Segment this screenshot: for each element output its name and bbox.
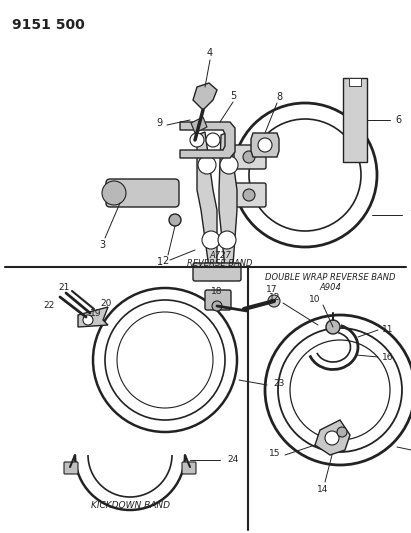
Text: 5: 5 — [230, 91, 236, 101]
Text: 12: 12 — [269, 293, 280, 302]
Text: 20: 20 — [100, 298, 112, 308]
Circle shape — [212, 301, 222, 311]
FancyBboxPatch shape — [182, 462, 196, 474]
Polygon shape — [219, 132, 237, 268]
Circle shape — [258, 138, 272, 152]
Text: 8: 8 — [276, 92, 282, 102]
Text: 16: 16 — [382, 352, 393, 361]
Polygon shape — [78, 307, 108, 327]
Text: 3: 3 — [99, 240, 105, 250]
FancyBboxPatch shape — [234, 183, 266, 207]
Text: 14: 14 — [317, 486, 329, 495]
Polygon shape — [251, 133, 279, 157]
Circle shape — [198, 156, 216, 174]
Circle shape — [268, 295, 280, 307]
Circle shape — [83, 315, 93, 325]
Text: 11: 11 — [382, 325, 393, 334]
Polygon shape — [180, 122, 235, 158]
FancyBboxPatch shape — [205, 290, 231, 310]
Circle shape — [243, 151, 255, 163]
FancyBboxPatch shape — [64, 462, 78, 474]
Circle shape — [337, 427, 347, 437]
Text: 7: 7 — [409, 210, 411, 220]
Text: 22: 22 — [43, 301, 54, 310]
Polygon shape — [197, 132, 217, 268]
Text: 18: 18 — [211, 287, 223, 296]
Circle shape — [102, 181, 126, 205]
Circle shape — [243, 189, 255, 201]
Text: 2: 2 — [162, 256, 168, 266]
Circle shape — [220, 156, 238, 174]
FancyBboxPatch shape — [106, 179, 179, 207]
FancyBboxPatch shape — [193, 263, 241, 281]
Polygon shape — [315, 420, 350, 455]
Text: A727: A727 — [209, 251, 231, 260]
Text: 1: 1 — [157, 257, 163, 267]
Text: 9: 9 — [156, 118, 162, 128]
Text: 17: 17 — [266, 286, 278, 295]
Polygon shape — [343, 78, 367, 162]
Text: 4: 4 — [207, 48, 213, 58]
Text: 9151 500: 9151 500 — [12, 18, 85, 32]
Circle shape — [326, 320, 340, 334]
Text: 15: 15 — [268, 449, 280, 458]
Polygon shape — [193, 83, 217, 110]
Text: KICKDOWN BAND: KICKDOWN BAND — [90, 500, 169, 510]
Polygon shape — [191, 117, 207, 133]
FancyBboxPatch shape — [234, 145, 266, 169]
Text: 6: 6 — [395, 115, 401, 125]
Circle shape — [218, 231, 236, 249]
Text: 10: 10 — [309, 295, 320, 303]
Circle shape — [206, 133, 220, 147]
Text: 19: 19 — [90, 309, 102, 318]
Text: 23: 23 — [273, 379, 284, 389]
Circle shape — [325, 431, 339, 445]
Circle shape — [169, 214, 181, 226]
Text: A904: A904 — [319, 282, 341, 292]
Text: DOUBLE WRAP REVERSE BAND: DOUBLE WRAP REVERSE BAND — [265, 273, 395, 282]
Text: REVERSE BAND: REVERSE BAND — [187, 259, 253, 268]
Text: 24: 24 — [227, 455, 238, 464]
Bar — [349, 78, 361, 86]
Text: 21: 21 — [58, 282, 69, 292]
Circle shape — [202, 231, 220, 249]
Circle shape — [190, 133, 204, 147]
